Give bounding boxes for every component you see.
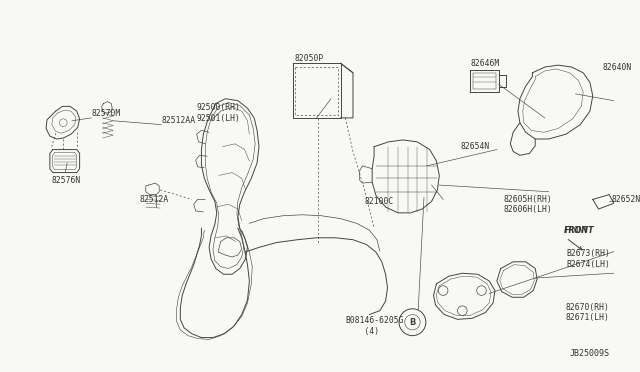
Text: B08146-6205G
    (4): B08146-6205G (4)	[346, 316, 404, 336]
Text: B2673(RH)
B2674(LH): B2673(RH) B2674(LH)	[566, 249, 610, 269]
Text: 82652N: 82652N	[612, 195, 640, 204]
Text: 92500(RH)
92501(LH): 92500(RH) 92501(LH)	[196, 103, 241, 123]
Text: 82654N: 82654N	[460, 142, 490, 151]
Text: FRONT: FRONT	[564, 226, 595, 235]
Text: 82640N: 82640N	[602, 62, 632, 71]
Text: 82050P: 82050P	[294, 54, 323, 63]
Text: 82605H(RH)
82606H(LH): 82605H(RH) 82606H(LH)	[504, 195, 552, 214]
Text: 82570M: 82570M	[91, 109, 120, 118]
Text: 82512A: 82512A	[139, 195, 168, 204]
Text: 82576N: 82576N	[52, 176, 81, 185]
Text: 82512AA: 82512AA	[161, 116, 195, 125]
Text: 82646M: 82646M	[470, 59, 499, 68]
Text: B: B	[409, 318, 415, 327]
Text: 82100C: 82100C	[365, 197, 394, 206]
Text: JB25009S: JB25009S	[569, 349, 609, 358]
Text: 82670(RH)
82671(LH): 82670(RH) 82671(LH)	[566, 303, 610, 322]
Text: FRONT: FRONT	[564, 226, 588, 235]
